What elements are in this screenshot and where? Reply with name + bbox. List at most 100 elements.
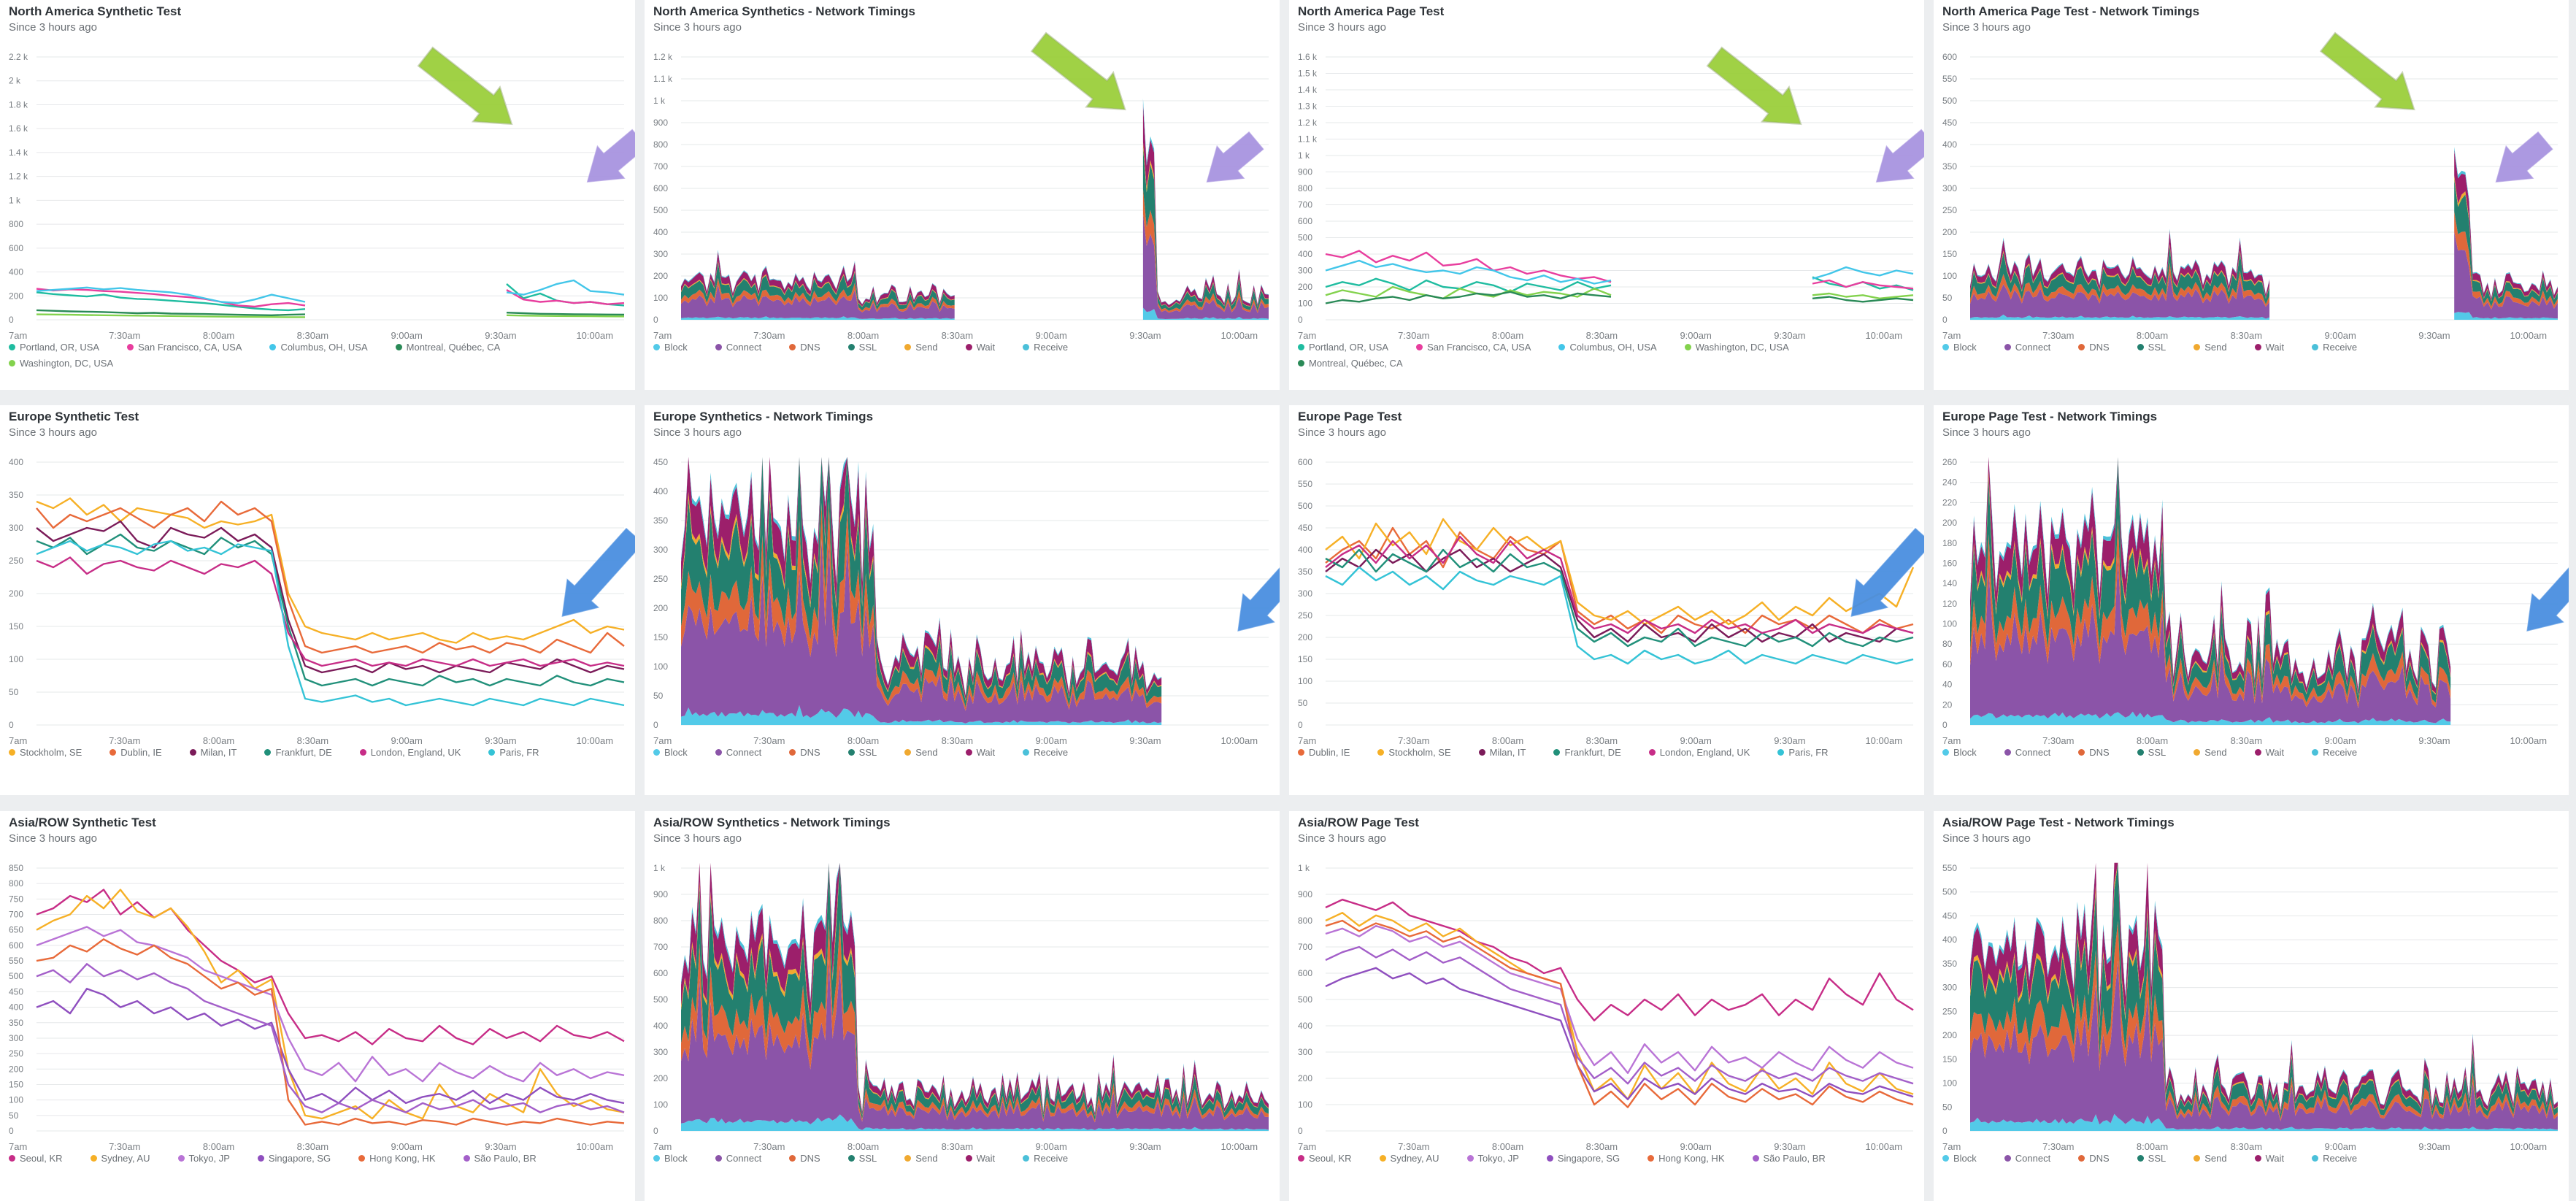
legend-item[interactable]: DNS <box>2078 339 2110 356</box>
legend-item[interactable]: Hong Kong, HK <box>1648 1151 1725 1167</box>
legend-item[interactable]: Montreal, Québec, CA <box>1298 356 1403 372</box>
chart-panel[interactable]: Europe Synthetics - Network Timings Since… <box>645 405 1280 795</box>
stacked-area-ssl[interactable] <box>681 862 1269 1121</box>
chart-panel[interactable]: North America Synthetic Test Since 3 hour… <box>0 0 635 390</box>
legend-item[interactable]: Connect <box>715 1151 761 1167</box>
stacked-area-block[interactable] <box>1970 314 2270 320</box>
chart-panel[interactable]: Asia/ROW Synthetics - Network Timings Sin… <box>645 811 1280 1201</box>
series-line[interactable] <box>1325 259 1914 285</box>
series-line[interactable] <box>36 288 625 308</box>
legend-item[interactable]: Send <box>904 745 938 761</box>
series-line[interactable] <box>1325 967 1914 1100</box>
series-line[interactable] <box>1325 548 1914 643</box>
legend-item[interactable]: Singapore, SG <box>257 1151 331 1167</box>
legend-item[interactable]: Dublin, IE <box>109 745 162 761</box>
legend-item[interactable]: Tokyo, JP <box>1466 1151 1519 1167</box>
legend-item[interactable]: Portland, OR, USA <box>1298 339 1388 356</box>
legend-item[interactable]: Columbus, OH, USA <box>269 339 368 356</box>
legend-item[interactable]: Frankfurt, DE <box>264 745 332 761</box>
stacked-area-ssl[interactable] <box>681 262 955 311</box>
legend-item[interactable]: Receive <box>2312 339 2357 356</box>
series-line[interactable] <box>36 309 625 316</box>
chart-panel[interactable]: Europe Page Test Since 3 hours ago 0 50 100 1… <box>1289 405 1924 795</box>
stacked-area-connect[interactable] <box>681 285 955 319</box>
legend-item[interactable]: DNS <box>789 745 820 761</box>
legend-item[interactable]: Send <box>2194 745 2227 761</box>
stacked-area-block[interactable] <box>681 316 955 320</box>
legend-item[interactable]: Send <box>904 1151 938 1167</box>
stacked-area-connect[interactable] <box>1970 273 2270 319</box>
series-line[interactable] <box>36 520 625 674</box>
stacked-area-wait[interactable] <box>1970 456 2451 695</box>
legend-item[interactable]: SSL <box>847 1151 877 1167</box>
legend-item[interactable]: Paris, FR <box>488 745 539 761</box>
stacked-area-dns[interactable] <box>1970 263 2270 307</box>
stacked-area-ssl[interactable] <box>1142 147 1269 311</box>
legend-item[interactable]: Singapore, SG <box>1546 1151 1620 1167</box>
legend-item[interactable]: Milan, IT <box>189 745 237 761</box>
stacked-area-block[interactable] <box>681 1114 1269 1131</box>
stacked-area-ssl[interactable] <box>2454 179 2558 307</box>
legend-item[interactable]: Send <box>904 339 938 356</box>
legend-item[interactable]: London, England, UK <box>359 745 461 761</box>
legend-item[interactable]: Block <box>653 339 688 356</box>
legend-item[interactable]: Wait <box>2254 745 2284 761</box>
legend-item[interactable]: London, England, UK <box>1648 745 1750 761</box>
series-line[interactable] <box>1325 919 1914 1108</box>
stacked-area-connect[interactable] <box>681 959 1269 1130</box>
chart-panel[interactable]: Europe Synthetic Test Since 3 hours ago 0 5… <box>0 405 635 795</box>
stacked-area-dns[interactable] <box>1970 921 2558 1121</box>
series-line[interactable] <box>1325 566 1914 665</box>
series-line[interactable] <box>36 938 625 1126</box>
legend-item[interactable]: Receive <box>2312 1151 2357 1167</box>
legend-item[interactable]: Wait <box>965 1151 995 1167</box>
series-line[interactable] <box>1325 285 1914 299</box>
chart-panel[interactable]: North America Page Test - Network Timing… <box>1934 0 2569 390</box>
legend-item[interactable]: São Paulo, BR <box>463 1151 537 1167</box>
series-line[interactable] <box>1325 526 1914 634</box>
series-line[interactable] <box>36 540 625 707</box>
legend-item[interactable]: Wait <box>2254 1151 2284 1167</box>
legend-item[interactable]: Connect <box>2004 339 2050 356</box>
chart-panel[interactable]: Asia/ROW Page Test - Network Timings Sinc… <box>1934 811 2569 1201</box>
legend-item[interactable]: Milan, IT <box>1478 745 1526 761</box>
stacked-area-block[interactable] <box>2454 312 2558 320</box>
legend-item[interactable]: Seoul, KR <box>1298 1151 1352 1167</box>
legend-item[interactable]: Block <box>1942 1151 1977 1167</box>
legend-item[interactable]: Washington, DC, USA <box>9 356 113 372</box>
legend-item[interactable]: DNS <box>789 1151 820 1167</box>
legend-item[interactable]: DNS <box>2078 745 2110 761</box>
legend-item[interactable]: Block <box>1942 339 1977 356</box>
stacked-area-wait[interactable] <box>1970 230 2270 299</box>
legend-item[interactable]: Connect <box>715 339 761 356</box>
legend-item[interactable]: Wait <box>965 745 995 761</box>
series-line[interactable] <box>1325 276 1914 293</box>
series-line[interactable] <box>1325 535 1914 634</box>
legend-item[interactable]: San Francisco, CA, USA <box>1416 339 1531 356</box>
stacked-area-dns[interactable] <box>681 918 1269 1123</box>
legend-item[interactable]: Sydney, AU <box>1379 1151 1439 1167</box>
legend-item[interactable]: Portland, OR, USA <box>9 339 99 356</box>
series-line[interactable] <box>1325 945 1914 1085</box>
chart-panel[interactable]: Europe Page Test - Network Timings Since … <box>1934 405 2569 795</box>
stacked-area-dns[interactable] <box>1970 518 2451 708</box>
series-line[interactable] <box>36 556 625 667</box>
legend-item[interactable]: Dublin, IE <box>1298 745 1350 761</box>
legend-item[interactable]: SSL <box>2137 1151 2166 1167</box>
legend-item[interactable]: Stockholm, SE <box>9 745 82 761</box>
stacked-area-block[interactable] <box>1142 307 1269 321</box>
legend-item[interactable]: Block <box>653 745 688 761</box>
chart-panel[interactable]: Asia/ROW Synthetic Test Since 3 hours ago… <box>0 811 635 1201</box>
series-line[interactable] <box>36 497 625 644</box>
series-line[interactable] <box>1325 291 1914 304</box>
series-line[interactable] <box>1325 518 1915 626</box>
series-line[interactable] <box>36 500 625 654</box>
stacked-area-wait[interactable] <box>681 456 1162 700</box>
legend-item[interactable]: San Francisco, CA, USA <box>127 339 242 356</box>
stacked-area-ssl[interactable] <box>1970 245 2270 304</box>
legend-item[interactable]: Connect <box>2004 1151 2050 1167</box>
series-line[interactable] <box>36 963 625 1113</box>
legend-item[interactable]: Receive <box>2312 745 2357 761</box>
chart-panel[interactable]: North America Synthetics - Network Timin… <box>645 0 1280 390</box>
series-line[interactable] <box>1325 899 1914 1021</box>
